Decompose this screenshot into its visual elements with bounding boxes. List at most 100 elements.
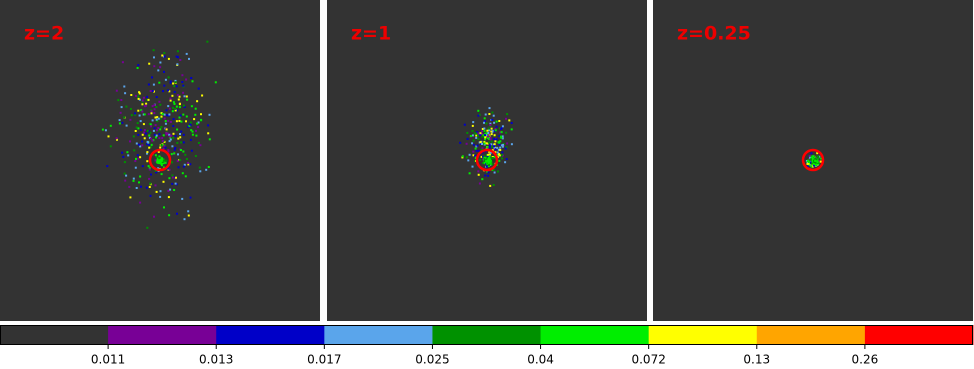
particle — [475, 134, 478, 137]
particle — [138, 98, 141, 101]
particle — [181, 74, 184, 77]
colorbar-segment — [0, 325, 109, 345]
particle — [477, 134, 480, 137]
particle — [814, 161, 817, 164]
particle — [197, 87, 200, 90]
particle — [208, 113, 211, 116]
particle — [171, 110, 174, 113]
particle — [465, 156, 468, 159]
particle — [163, 159, 165, 162]
particle — [165, 109, 168, 112]
particle — [187, 210, 190, 213]
particle — [132, 179, 135, 182]
particle — [150, 125, 152, 128]
particle — [486, 146, 489, 149]
particle — [816, 161, 819, 164]
particle — [493, 134, 496, 137]
particle — [174, 182, 177, 185]
particle — [121, 61, 124, 64]
particle — [483, 155, 486, 158]
particle — [488, 155, 491, 158]
particle — [164, 146, 167, 149]
particle — [477, 138, 480, 141]
particle — [505, 117, 507, 120]
particle — [182, 91, 185, 94]
particle — [488, 129, 491, 132]
particle — [486, 142, 489, 145]
particle — [474, 156, 477, 159]
particle — [153, 133, 156, 136]
particle — [812, 162, 815, 165]
particle — [106, 165, 109, 168]
particle — [158, 137, 161, 140]
particle — [498, 159, 501, 162]
particle — [485, 142, 488, 145]
particle — [190, 77, 193, 79]
particle — [501, 125, 504, 128]
particle — [484, 138, 486, 141]
particle — [811, 158, 814, 160]
particle — [175, 109, 178, 112]
particle — [160, 144, 163, 146]
particle — [173, 103, 176, 105]
particle — [154, 154, 157, 157]
particle — [495, 125, 498, 128]
particle — [194, 113, 197, 116]
particle — [137, 109, 140, 112]
particle — [506, 142, 509, 145]
particle — [493, 145, 496, 148]
particle — [141, 144, 144, 147]
particle — [510, 122, 513, 124]
particle — [492, 168, 495, 171]
particle — [477, 149, 480, 152]
particle — [169, 188, 172, 191]
particle — [483, 162, 486, 165]
particle — [199, 144, 202, 147]
particle — [185, 115, 188, 118]
particle — [181, 172, 184, 175]
particle — [493, 148, 496, 151]
particle — [149, 123, 152, 126]
particle — [135, 187, 138, 189]
particle — [465, 142, 468, 145]
particle — [168, 90, 171, 93]
particle — [158, 133, 161, 136]
particle — [129, 118, 132, 121]
particle — [475, 145, 478, 148]
colorbar-tick-label: 0.017 — [307, 353, 341, 367]
particle — [463, 123, 466, 126]
particle — [163, 55, 166, 58]
particle — [142, 96, 145, 99]
particle — [185, 120, 187, 123]
particle — [174, 107, 177, 110]
particle — [184, 175, 187, 178]
particle — [208, 138, 211, 141]
particle — [164, 120, 167, 123]
particle — [166, 114, 168, 117]
particle — [471, 130, 474, 132]
particle — [137, 133, 140, 136]
particle — [808, 161, 810, 164]
particle — [186, 161, 189, 164]
particle — [479, 132, 482, 135]
particle — [140, 109, 143, 112]
particle — [160, 173, 163, 176]
particle — [177, 166, 180, 169]
particle — [813, 159, 816, 162]
particle — [489, 184, 492, 187]
particle — [181, 81, 184, 83]
particle — [129, 140, 131, 143]
particle — [159, 103, 162, 106]
particle — [146, 151, 149, 154]
particle — [172, 82, 175, 85]
particle — [101, 128, 104, 131]
particle — [164, 78, 167, 81]
particle — [145, 132, 147, 135]
particle — [177, 153, 179, 156]
particle — [474, 154, 477, 157]
particle — [490, 133, 493, 136]
particle — [170, 153, 173, 156]
particle — [162, 162, 165, 165]
particle — [490, 157, 493, 160]
particle — [155, 134, 158, 137]
